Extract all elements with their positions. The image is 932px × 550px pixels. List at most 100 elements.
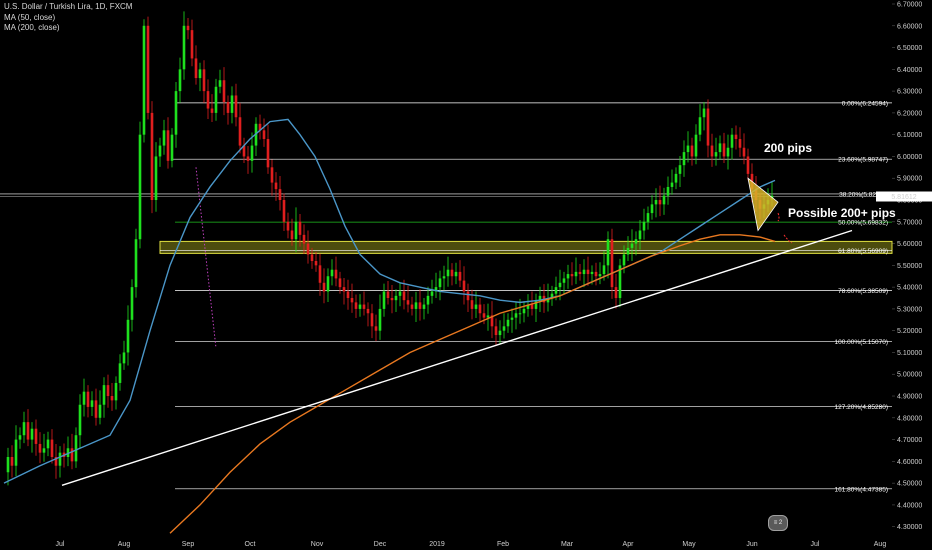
candle-body [702, 108, 706, 118]
candle-body [706, 108, 710, 146]
candle-body [662, 195, 666, 205]
candle-body [570, 274, 574, 277]
candle-body [546, 298, 550, 303]
candle-body [158, 145, 162, 157]
candle-body [614, 287, 618, 299]
candle-body [558, 282, 562, 288]
red-arrow [777, 212, 780, 222]
chart-legend: U.S. Dollar / Turkish Lira, 1D, FXCM MA … [4, 2, 132, 34]
candle-body [642, 221, 646, 231]
y-tick-label: 6.40000 [897, 67, 922, 74]
candle-body [730, 134, 734, 148]
candle-body [562, 278, 566, 283]
x-tick-label: Jul [811, 541, 820, 548]
candle-body [78, 404, 82, 436]
candle-body [474, 304, 478, 309]
candle-body [86, 391, 90, 407]
candle-body [402, 291, 406, 301]
x-tick-label: Apr [623, 541, 635, 548]
candle-body [286, 221, 290, 231]
candle-body [242, 145, 246, 157]
candle-body [482, 313, 486, 318]
candle-body [410, 304, 414, 309]
candle-body [202, 69, 206, 92]
y-tick-label: 6.00000 [897, 154, 922, 161]
candle-body [362, 304, 366, 309]
candle-body [650, 204, 654, 214]
candle-body [222, 80, 226, 103]
candle-body [178, 69, 182, 92]
candle-body [522, 308, 526, 314]
candle-body [498, 330, 502, 336]
candle-body [714, 152, 718, 157]
fib-label: 78.60%(5.38509) [838, 288, 888, 295]
y-tick-label: 4.80000 [897, 415, 922, 422]
candle-body [122, 352, 126, 364]
fib-label: 61.80%(5.56909) [838, 248, 888, 255]
candle-body [726, 147, 730, 157]
x-tick-label: 2019 [429, 541, 445, 548]
candle-body [462, 280, 466, 292]
candle-body [490, 315, 494, 327]
candle-body [294, 221, 298, 240]
legend-title: U.S. Dollar / Turkish Lira, 1D, FXCM [4, 2, 133, 11]
candle-body [218, 80, 222, 87]
candle-body [638, 230, 642, 240]
candle-body [142, 25, 146, 135]
candle-body [438, 278, 442, 288]
candle-body [302, 234, 306, 244]
x-tick-label: Feb [497, 541, 509, 548]
candle-body [466, 291, 470, 301]
candle-body [90, 400, 94, 407]
candle-body [270, 167, 274, 183]
candle-body [694, 134, 698, 157]
x-tick-label: Nov [311, 541, 324, 548]
candle-body [710, 145, 714, 157]
candle-body [350, 298, 354, 303]
fib-label: 127.20%(4.85280) [835, 404, 889, 411]
candle-body [634, 239, 638, 244]
y-tick-label: 5.10000 [897, 350, 922, 357]
candle-body [58, 452, 62, 466]
candle-body [554, 287, 558, 294]
y-tick-label: 5.20000 [897, 328, 922, 335]
candle-body [386, 291, 390, 299]
candle-body [166, 130, 170, 161]
candle-body [678, 165, 682, 174]
x-tick-label: Jun [746, 541, 757, 548]
x-tick-label: May [682, 541, 696, 548]
candle-body [50, 439, 54, 458]
candle-body [722, 143, 726, 157]
tradingview-logo-icon: ≡ 2 [768, 515, 788, 531]
candle-body [314, 260, 318, 266]
x-tick-label: Aug [118, 541, 131, 548]
candle-body [194, 58, 198, 79]
candle-body [382, 291, 386, 309]
x-tick-label: Oct [245, 541, 256, 548]
candle-body [22, 422, 26, 436]
candle-body [682, 152, 686, 166]
y-tick-label: 6.10000 [897, 132, 922, 139]
candle-body [26, 422, 30, 440]
candle-body [206, 91, 210, 109]
candle-body [746, 156, 750, 174]
y-tick-label: 4.30000 [897, 524, 922, 531]
fib-label: 50.00%(5.69832) [838, 220, 888, 227]
candle-body [494, 326, 498, 336]
candle-body [718, 143, 722, 153]
legend-ma200: MA (200, close) [4, 23, 60, 32]
y-tick-label: 5.00000 [897, 372, 922, 379]
ma50-line [3, 118, 776, 484]
candle-body [458, 271, 462, 281]
candle-body [366, 308, 370, 314]
candle-body [654, 200, 658, 205]
candle-body [434, 287, 438, 292]
candle-body [278, 189, 282, 201]
candle-body [346, 291, 350, 299]
candle-body [102, 385, 106, 405]
fib-label: 23.60%(5.98747) [838, 157, 888, 164]
candle-body [626, 247, 630, 255]
candle-body [518, 313, 522, 315]
candle-body [690, 145, 694, 157]
